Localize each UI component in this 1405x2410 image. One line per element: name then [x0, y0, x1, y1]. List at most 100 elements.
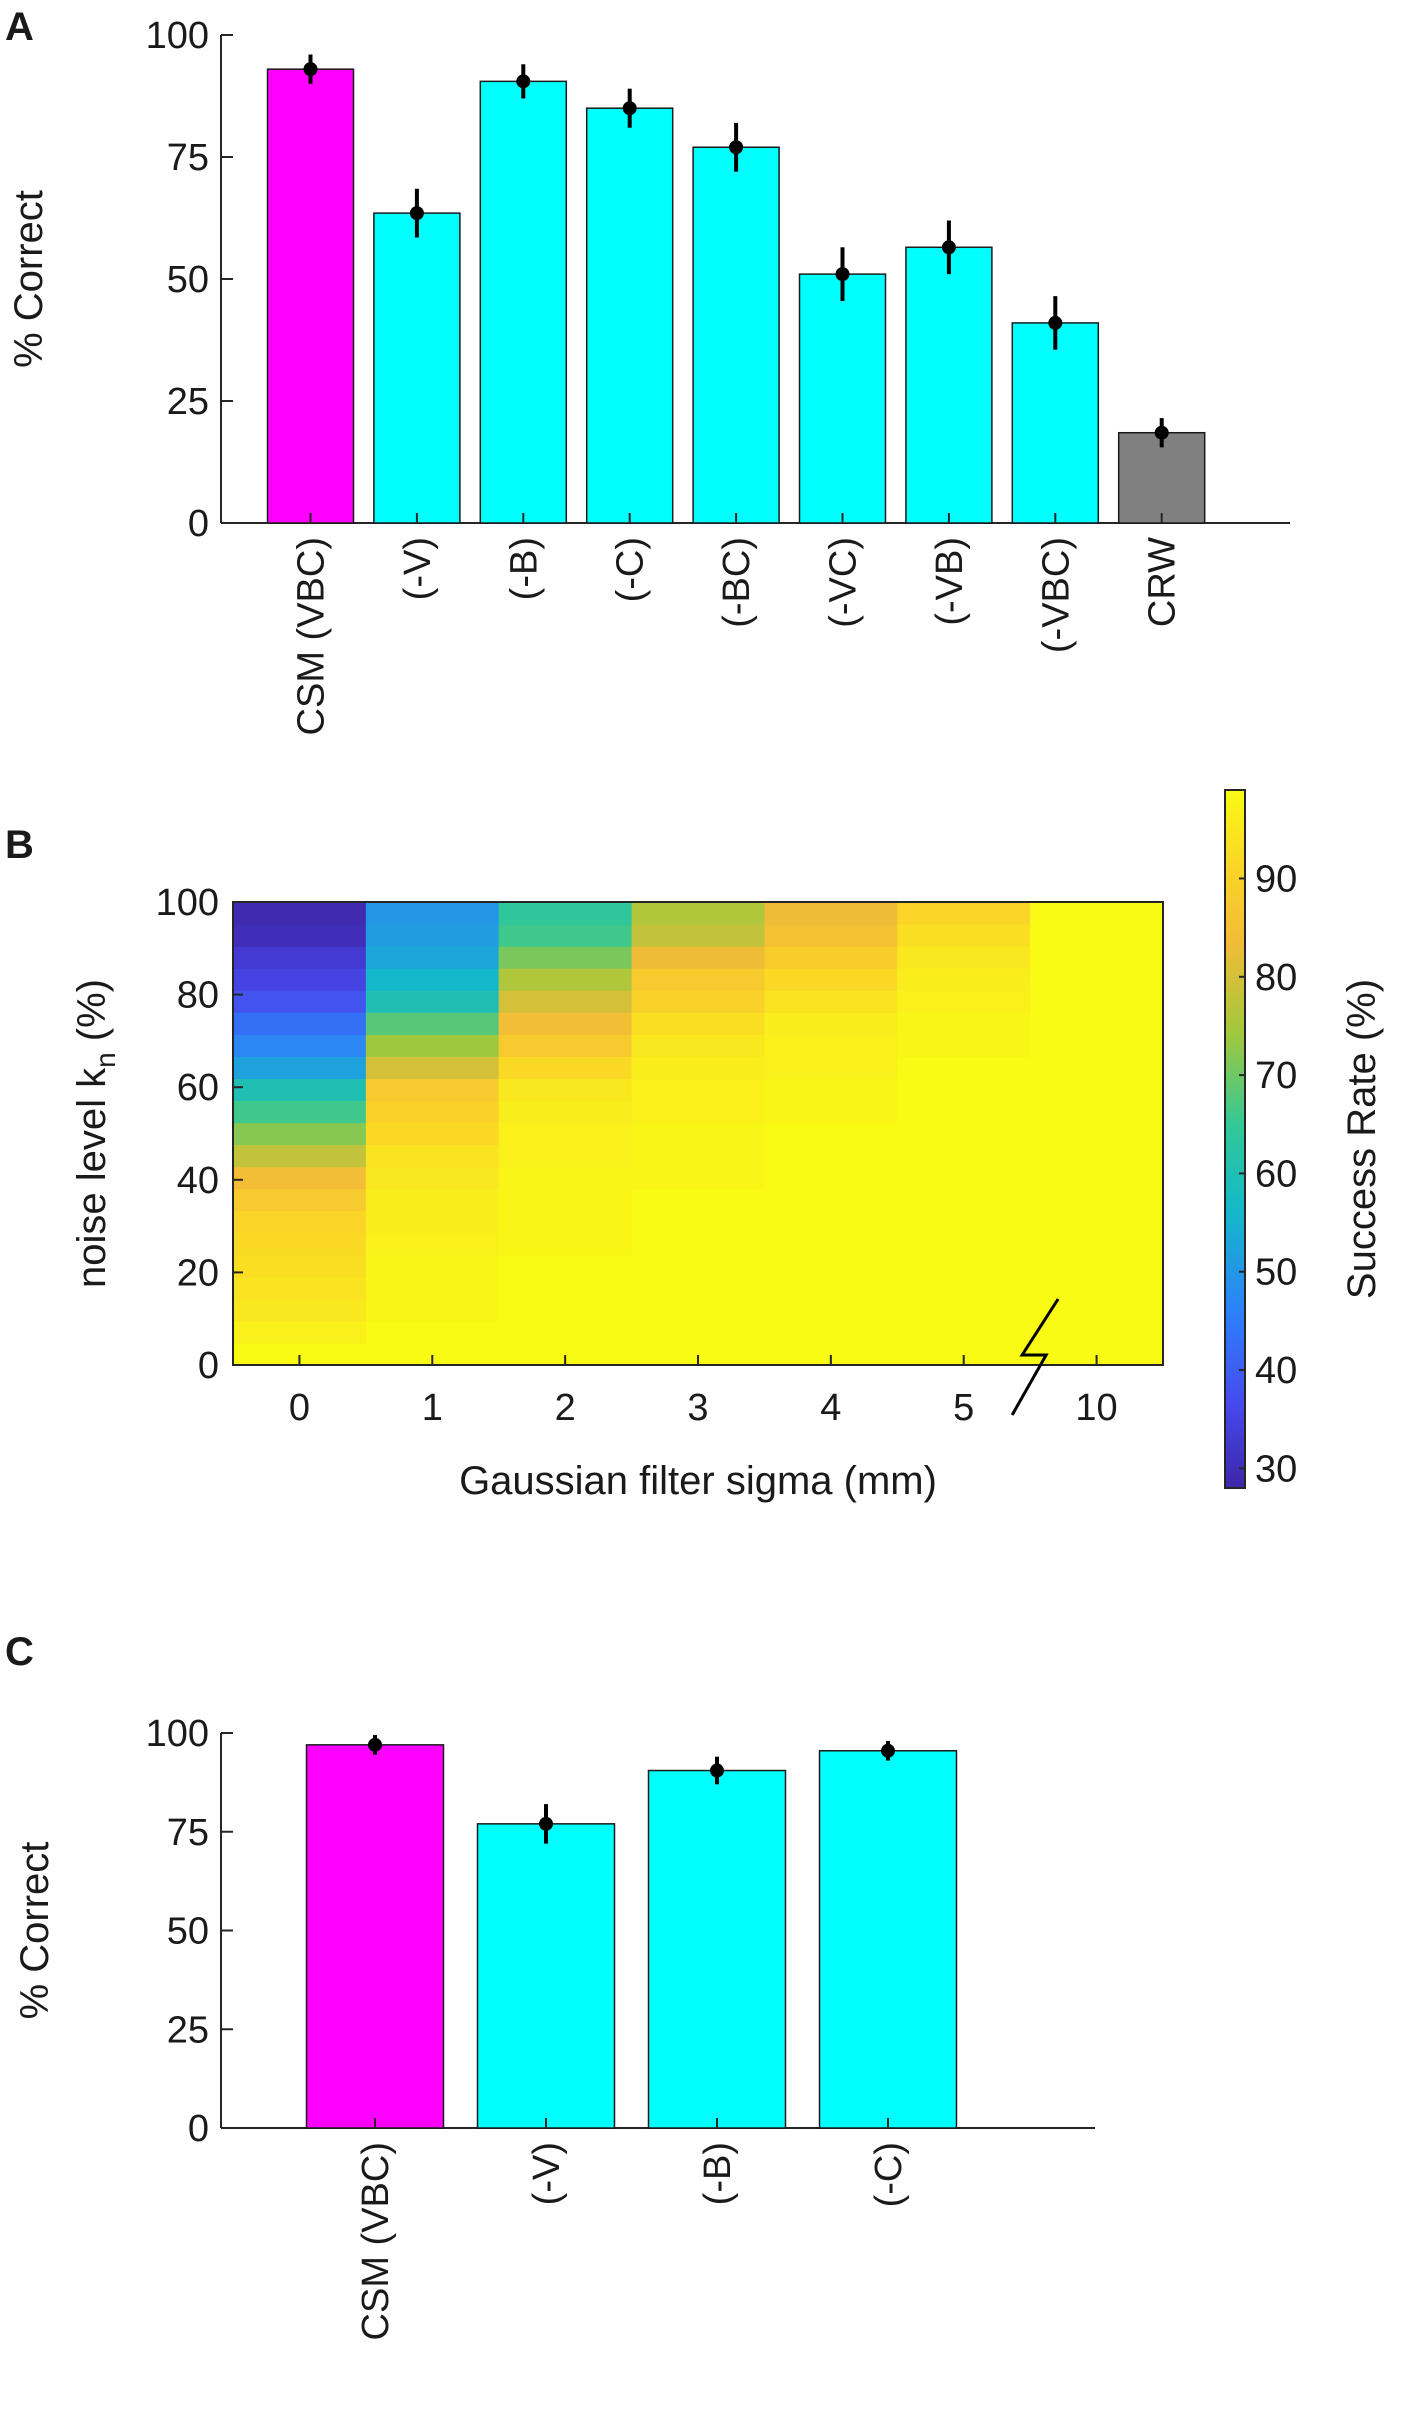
mean-marker [1154, 425, 1169, 440]
bar [585, 107, 674, 524]
heatmap-cell [631, 968, 766, 991]
heatmap-cell [897, 1254, 1031, 1278]
bar [479, 80, 568, 524]
heatmap-cell [498, 1078, 633, 1102]
y-tick-label: 100 [146, 15, 209, 57]
heatmap-cell [365, 1166, 500, 1190]
mean-marker [303, 62, 318, 77]
heatmap-cell [365, 1012, 500, 1035]
heatmap-cell [1030, 1012, 1164, 1035]
heatmap-cell [897, 990, 1031, 1013]
heatmap-cell [498, 968, 633, 991]
heatmap-cell [897, 1166, 1031, 1190]
heatmap-cell [631, 1232, 766, 1256]
heatmap-cell [233, 1012, 367, 1035]
heatmap-cell [631, 1166, 766, 1190]
heatmap-cell [764, 1144, 898, 1168]
heatmap-cell [1030, 1298, 1164, 1322]
heatmap-cell [631, 1254, 766, 1278]
heatmap-cell [365, 1254, 500, 1278]
x-tick-label: (-B) [697, 2142, 739, 2205]
heatmap-cell [498, 1320, 633, 1344]
heatmap-cell [764, 990, 898, 1013]
heatmap-cell [498, 1034, 633, 1057]
heatmap-cell [897, 1232, 1031, 1256]
heatmap-cell [897, 924, 1031, 947]
x-axis-title: Gaussian filter sigma (mm) [459, 1459, 937, 1503]
heatmap-cell [764, 946, 898, 969]
heatmap-cell [897, 1012, 1031, 1035]
heatmap-cell [631, 1144, 766, 1168]
heatmap-cell [1030, 1122, 1164, 1146]
heatmap-cell [631, 1342, 766, 1366]
heatmap-cell [897, 1034, 1031, 1057]
heatmap-cell [764, 1232, 898, 1256]
heatmap-cell [764, 1320, 898, 1344]
heatmap-cell [897, 1210, 1031, 1234]
heatmap-cell [631, 1210, 766, 1234]
heatmap-cell [233, 1056, 367, 1079]
heatmap-cell [631, 1078, 766, 1102]
heatmap-cell [897, 1100, 1031, 1124]
x-tick-label: 0 [289, 1387, 310, 1429]
heatmap-cell [233, 968, 367, 991]
bar [476, 1823, 616, 2129]
heatmap-cell [1030, 1320, 1164, 1344]
y-tick-label: 0 [188, 2108, 209, 2150]
heatmap-cell [233, 1144, 367, 1168]
y-tick-label: 25 [167, 2009, 209, 2051]
mean-marker [881, 1743, 895, 1758]
heatmap-cell [233, 1320, 367, 1344]
heatmap-cell [365, 1342, 500, 1366]
heatmap-cell [365, 1276, 500, 1300]
heatmap-cell [1030, 990, 1164, 1013]
x-tick-label: 1 [422, 1387, 443, 1429]
x-tick-label: (-VBC) [1035, 537, 1077, 653]
y-tick-label: 100 [156, 882, 219, 924]
heatmap-cell [1030, 968, 1164, 991]
x-tick-label: (-BC) [716, 537, 758, 628]
panel-b: B 0 20 40 60 80 100 0 1 2 3 4 5 10 Gaussian filter sig… [5, 789, 1384, 1503]
heatmap-cell [764, 902, 898, 925]
y-tick-label: 25 [167, 381, 209, 423]
y-axis-title: % Correct [13, 1842, 57, 2020]
heatmap-cell [1030, 1078, 1164, 1102]
y-tick-label: 75 [167, 137, 209, 179]
x-tick-label: CSM (VBC) [291, 537, 333, 735]
y-tick-label: 40 [177, 1160, 219, 1202]
axis-break-marker [1010, 1298, 1060, 1416]
heatmap-cell [365, 990, 500, 1013]
heatmap-cell [233, 1210, 367, 1234]
heatmap-cell [365, 1320, 500, 1344]
heatmap-cell [897, 1342, 1031, 1366]
heatmap-cell [897, 1144, 1031, 1168]
heatmap-cell [1030, 946, 1164, 969]
heatmap-cell [897, 946, 1031, 969]
heatmap-cell [233, 990, 367, 1013]
heatmap-cell [233, 1034, 367, 1057]
heatmap-cell [897, 1298, 1031, 1322]
mean-marker [409, 206, 424, 221]
colorbar-tick-label: 70 [1255, 1055, 1297, 1097]
heatmap-cell [233, 1342, 367, 1366]
bar [818, 1750, 958, 2129]
heatmap-cell [365, 1144, 500, 1168]
heatmap-cell [498, 924, 633, 947]
heatmap-cell [365, 924, 500, 947]
y-tick-label: 0 [198, 1345, 219, 1387]
heatmap-cell [365, 1056, 500, 1079]
heatmap-cell [764, 1056, 898, 1079]
heatmap-cell [897, 968, 1031, 991]
heatmap-cell [233, 946, 367, 969]
x-tick-label: (-VC) [823, 537, 865, 628]
y-tick-label: 75 [167, 1812, 209, 1854]
heatmap-cell [631, 990, 766, 1013]
heatmap-cell [233, 1100, 367, 1124]
panel-label: C [5, 1630, 34, 1674]
heatmap-cell [897, 1078, 1031, 1102]
heatmap-cell [897, 902, 1031, 925]
bar [905, 246, 993, 524]
heatmap-cell [498, 1012, 633, 1035]
colorbar-tick-label: 90 [1255, 858, 1297, 900]
